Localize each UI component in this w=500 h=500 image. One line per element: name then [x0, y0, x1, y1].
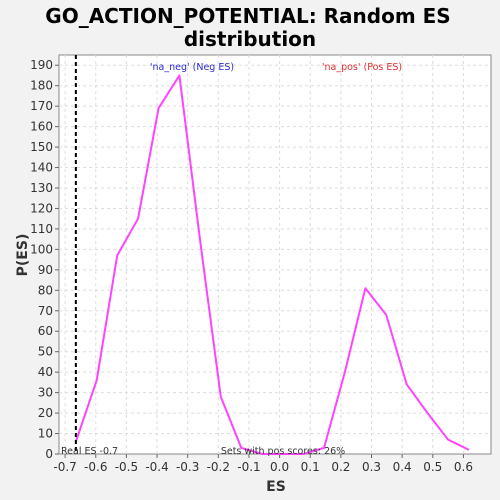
x-tick-label: -0.7: [53, 460, 76, 474]
x-axis-label: ES: [266, 479, 286, 495]
chart-title-line1: GO_ACTION_POTENTIAL: Random ES: [45, 4, 450, 28]
x-tick-label: -0.2: [207, 460, 230, 474]
y-tick-label: 70: [38, 304, 53, 318]
x-tick-label: 0.0: [270, 460, 289, 474]
x-tick-label: -0.6: [84, 460, 107, 474]
series-layer: [74, 74, 470, 455]
y-tick-label: 150: [30, 140, 53, 154]
x-tick-label: 0.3: [362, 460, 381, 474]
x-tick-label: 0.5: [423, 460, 442, 474]
y-tick-label: 30: [38, 386, 53, 400]
x-tick-label: -0.1: [237, 460, 260, 474]
annotation-neg-es: 'na_neg' (Neg ES): [150, 62, 234, 73]
y-tick-label: 110: [30, 222, 53, 236]
y-tick-label: 90: [38, 263, 53, 277]
y-tick-label: 10: [38, 427, 53, 441]
distribution-line: [74, 74, 470, 455]
y-tick-label: 80: [38, 283, 53, 297]
y-tick-label: 50: [38, 345, 53, 359]
x-tick-label: -0.4: [145, 460, 168, 474]
annotation-pos-scores: Sets with pos scores: 26%: [221, 446, 345, 457]
y-tick-label: 130: [30, 181, 53, 195]
y-tick-label: 180: [30, 79, 53, 93]
y-axis-label: P(ES): [15, 234, 31, 277]
y-tick-label: 60: [38, 324, 53, 338]
y-tick-label: 40: [38, 365, 53, 379]
y-axis-ticks: 0 10 20 30 40 50 60 70 80 90 100 110 120 130 140 150 160…: [30, 58, 59, 461]
x-tick-label: -0.3: [176, 460, 199, 474]
y-tick-label: 160: [30, 120, 53, 134]
annotation-pos-es: 'na_pos' (Pos ES): [322, 62, 402, 73]
x-tick-label: -0.5: [115, 460, 138, 474]
x-tick-label: 0.6: [454, 460, 473, 474]
x-tick-label: 0.2: [331, 460, 350, 474]
y-tick-label: 190: [30, 58, 53, 72]
y-tick-label: 140: [30, 161, 53, 175]
x-tick-label: 0.1: [301, 460, 320, 474]
y-tick-label: 170: [30, 99, 53, 113]
y-tick-label: 0: [45, 447, 53, 461]
y-tick-label: 20: [38, 406, 53, 420]
plot-area: [58, 54, 492, 455]
y-tick-label: 100: [30, 242, 53, 256]
y-tick-label: 120: [30, 201, 53, 215]
x-axis-ticks: -0.7 -0.6 -0.5 -0.4 -0.3 -0.2 -0.1 0.0 0.1 0.2 0.3…: [53, 454, 473, 474]
chart-title-line2: distribution: [184, 27, 316, 51]
x-tick-label: 0.4: [393, 460, 412, 474]
annotation-real-es: Real ES -0.7: [61, 446, 118, 457]
